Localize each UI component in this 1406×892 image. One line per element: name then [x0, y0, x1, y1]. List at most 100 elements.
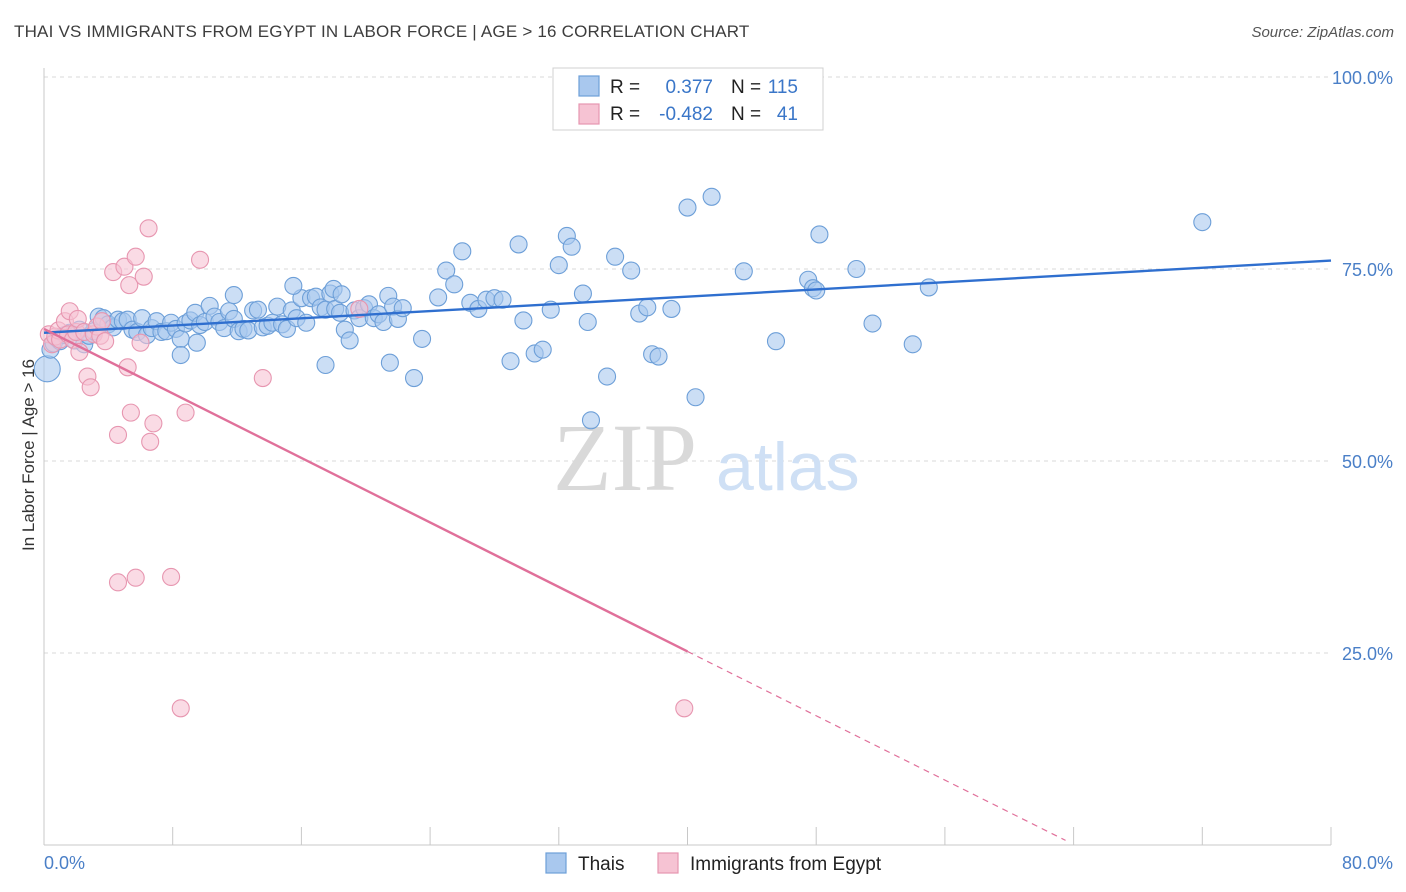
legend-n-value-egypt: 41: [777, 104, 798, 125]
thais-point: [340, 331, 359, 350]
x-tick-label: 0.0%: [44, 853, 85, 873]
thais-point: [33, 355, 61, 383]
thais-point: [332, 285, 351, 304]
thais-point: [224, 286, 243, 305]
egypt-point: [176, 403, 195, 422]
thais-point: [453, 242, 472, 261]
egypt-point: [171, 699, 190, 718]
thais-point: [649, 347, 668, 366]
trend-lines: [43, 259, 1332, 841]
egypt-point: [121, 403, 140, 422]
egypt-point: [350, 299, 369, 318]
legend-r-label: R =: [610, 77, 640, 98]
egypt-point: [126, 247, 145, 266]
legend-label-thais: Thais: [578, 854, 624, 875]
legend-swatch-egypt: [657, 852, 679, 874]
egypt-point: [92, 312, 111, 331]
legend-swatch-thais: [545, 852, 567, 874]
y-tick-label: 75.0%: [1342, 260, 1393, 280]
thais-point: [413, 329, 432, 348]
thais-point: [380, 353, 399, 372]
egypt-point: [115, 257, 134, 276]
thais-point: [562, 237, 581, 256]
egypt-point: [139, 219, 158, 238]
thais-point: [514, 311, 533, 330]
thais-point: [549, 256, 568, 275]
egypt-point: [190, 250, 210, 269]
y-tick-label: 25.0%: [1342, 644, 1393, 664]
egypt-point: [96, 332, 115, 351]
thais-point: [573, 284, 592, 303]
watermark-atlas: atlas: [716, 429, 860, 505]
legend-r-label: R =: [610, 104, 640, 125]
thais-point: [810, 225, 829, 244]
thais-trend-line: [43, 259, 1332, 334]
watermark: ZIP atlas: [553, 404, 860, 511]
legend-n-label: N =: [731, 104, 761, 125]
egypt-point: [126, 568, 145, 587]
thais-point: [437, 261, 456, 280]
thais-point: [903, 335, 922, 354]
thais-point: [187, 333, 206, 352]
thais-point: [847, 259, 866, 279]
legend-label-egypt: Immigrants from Egypt: [690, 854, 882, 875]
axes: [43, 68, 1332, 846]
egypt-point: [253, 369, 272, 388]
egypt-point: [120, 276, 139, 295]
legend-r-value-egypt: -0.482: [659, 104, 713, 125]
y-axis-title: In Labor Force | Age > 16: [19, 359, 38, 551]
thais-point: [509, 235, 528, 254]
thais-point: [171, 329, 190, 348]
x-tick-label: 80.0%: [1342, 853, 1393, 873]
gridlines: [44, 76, 1331, 654]
chart-title: THAI VS IMMIGRANTS FROM EGYPT IN LABOR F…: [14, 22, 750, 41]
thais-point: [316, 355, 335, 375]
thais-point: [404, 369, 424, 388]
thais-point: [284, 276, 303, 295]
thais-point: [766, 332, 786, 351]
legend-swatch-thais: [578, 75, 600, 97]
correlation-legend: R = 0.377 N = 115 R = -0.482 N = 41: [552, 67, 824, 131]
egypt-point: [108, 573, 128, 592]
y-tick-label: 100.0%: [1332, 68, 1393, 88]
thais-point: [734, 262, 753, 281]
egypt-point: [131, 333, 150, 352]
thais-point: [702, 187, 721, 206]
thais-point: [248, 300, 268, 319]
thais-point: [578, 312, 597, 332]
egypt-point: [81, 378, 100, 397]
chart-source: Source: ZipAtlas.com: [1251, 24, 1394, 41]
egypt-point: [675, 699, 694, 718]
y-tick-label: 50.0%: [1342, 452, 1393, 472]
thais-point: [638, 298, 657, 317]
axis-labels: In Labor Force | Age > 16 25.0% 50.0% 75.0…: [19, 68, 1393, 873]
thais-point: [445, 275, 464, 294]
thais-point: [686, 388, 705, 407]
egypt-point: [162, 567, 181, 587]
egypt-point: [108, 425, 128, 444]
egypt-point: [141, 432, 160, 451]
thais-point: [919, 278, 938, 297]
watermark-zip: ZIP: [553, 404, 697, 511]
thais-point: [171, 345, 190, 365]
legend-n-label: N =: [731, 77, 761, 98]
egypt-trend-line-extension: [687, 650, 1066, 841]
egypt-trend-line: [43, 327, 689, 653]
legend-r-value-thais: 0.377: [665, 77, 713, 98]
thais-point: [863, 314, 882, 333]
series-legend: Thais Immigrants from Egypt: [545, 852, 882, 875]
legend-n-value-thais: 115: [768, 77, 798, 98]
thais-point: [622, 261, 641, 280]
thais-point: [598, 367, 617, 386]
thais-point: [678, 198, 697, 217]
egypt-point: [144, 414, 163, 433]
thais-point: [501, 352, 520, 371]
thais-point: [1193, 213, 1212, 232]
thais-point: [581, 411, 601, 430]
thais-point: [429, 288, 448, 307]
legend-swatch-egypt: [578, 103, 600, 125]
egypt-point: [134, 267, 153, 286]
thais-point: [533, 340, 552, 359]
thais-point: [662, 299, 681, 318]
